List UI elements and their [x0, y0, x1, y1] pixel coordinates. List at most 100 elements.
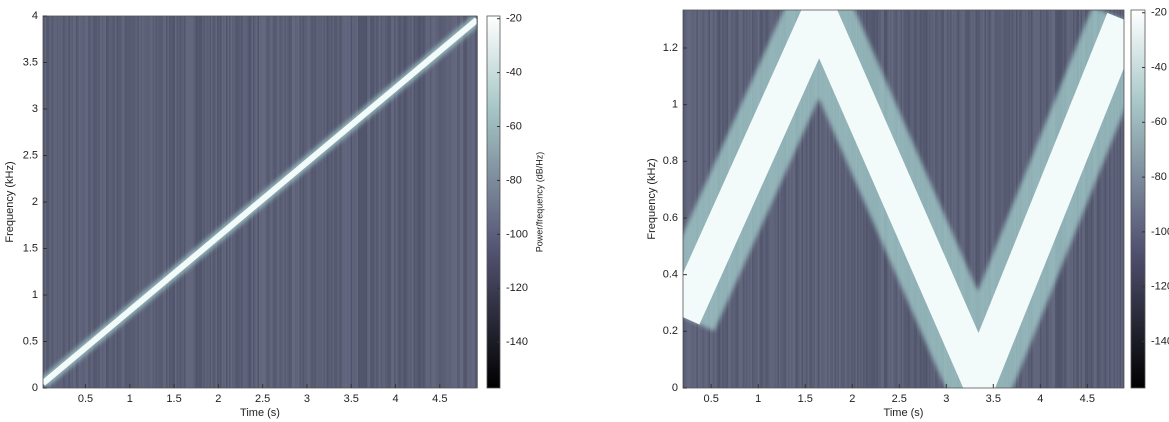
noise-stripe — [470, 16, 472, 388]
noise-stripe — [1005, 10, 1007, 388]
noise-stripe — [782, 10, 784, 388]
noise-stripe — [830, 10, 832, 388]
colorbar-tick-label: -80 — [1151, 171, 1167, 183]
noise-stripe — [684, 10, 686, 388]
noise-stripe — [229, 16, 231, 388]
noise-stripe — [430, 16, 432, 388]
noise-stripe — [71, 16, 73, 388]
noise-stripe — [316, 16, 318, 388]
noise-stripe — [789, 10, 791, 388]
noise-stripe — [314, 16, 316, 388]
noise-stripe — [334, 16, 336, 388]
noise-stripe — [277, 16, 279, 388]
noise-stripe — [415, 16, 417, 388]
noise-stripe — [340, 16, 342, 388]
noise-stripe — [95, 16, 97, 388]
noise-stripe — [412, 16, 414, 388]
noise-stripe — [94, 16, 96, 388]
noise-stripe — [1103, 10, 1105, 388]
noise-stripe — [776, 10, 778, 388]
noise-stripe — [157, 16, 159, 388]
noise-stripe — [1116, 10, 1118, 388]
noise-stripe — [112, 16, 114, 388]
noise-stripe — [185, 16, 187, 388]
noise-stripe — [816, 10, 818, 388]
noise-stripe — [1091, 10, 1093, 388]
noise-stripe — [974, 10, 976, 388]
noise-stripe — [854, 10, 856, 388]
noise-stripe — [696, 10, 698, 388]
noise-stripe — [232, 16, 234, 388]
noise-stripe — [804, 10, 806, 388]
noise-stripe — [1095, 10, 1097, 388]
noise-stripe — [214, 16, 216, 388]
noise-stripe — [475, 16, 477, 388]
noise-stripe — [235, 16, 237, 388]
noise-stripe — [169, 16, 171, 388]
noise-stripe — [319, 16, 321, 388]
noise-stripe — [454, 16, 456, 388]
noise-stripe — [184, 16, 186, 388]
noise-stripe — [972, 10, 974, 388]
noise-stripe — [397, 16, 399, 388]
noise-stripe — [1101, 10, 1103, 388]
noise-stripe — [409, 16, 411, 388]
noise-stripe — [245, 16, 247, 388]
x-tick-label: 2.5 — [892, 393, 907, 405]
noise-stripe — [224, 16, 226, 388]
x-tick-label: 1 — [755, 393, 761, 405]
plot-frame — [682, 9, 1125, 389]
noise-stripe — [845, 10, 847, 388]
noise-stripe — [61, 16, 63, 388]
noise-stripe — [269, 16, 271, 388]
noise-stripe — [821, 10, 823, 388]
noise-stripe — [806, 10, 808, 388]
noise-stripe — [1002, 10, 1004, 388]
noise-stripe — [202, 16, 204, 388]
noise-stripe — [68, 16, 70, 388]
noise-stripe — [1088, 10, 1090, 388]
noise-stripe — [425, 16, 427, 388]
noise-stripe — [352, 16, 354, 388]
noise-stripe — [103, 16, 105, 388]
noise-stripe — [939, 10, 941, 388]
noise-stripe — [317, 16, 319, 388]
noise-stripe — [301, 16, 303, 388]
noise-stripe — [241, 16, 243, 388]
noise-stripe — [248, 16, 250, 388]
noise-stripe — [188, 16, 190, 388]
x-tick-label: 1.5 — [798, 393, 813, 405]
y-tick-label: 3.5 — [23, 56, 38, 68]
noise-stripe — [942, 10, 944, 388]
noise-stripe — [448, 16, 450, 388]
noise-stripe — [410, 16, 412, 388]
noise-stripe — [469, 16, 471, 388]
noise-stripe — [308, 16, 310, 388]
noise-stripe — [451, 16, 453, 388]
noise-stripe — [208, 16, 210, 388]
noise-stripe — [295, 16, 297, 388]
noise-stripe — [1001, 10, 1003, 388]
noise-stripe — [175, 16, 177, 388]
noise-stripe — [455, 16, 457, 388]
noise-stripe — [272, 16, 274, 388]
noise-stripe — [302, 16, 304, 388]
colorbar-tick-label: -100 — [1151, 226, 1169, 238]
noise-stripe — [223, 16, 225, 388]
noise-stripe — [1007, 10, 1009, 388]
noise-stripe — [819, 10, 821, 388]
noise-stripe — [160, 16, 162, 388]
noise-stripe — [215, 16, 217, 388]
noise-stripe — [323, 16, 325, 388]
noise-stripe — [852, 10, 854, 388]
noise-stripe — [433, 16, 435, 388]
noise-stripe — [119, 16, 121, 388]
noise-stripe — [236, 16, 238, 388]
noise-stripe — [143, 16, 145, 388]
noise-stripe — [310, 16, 312, 388]
noise-stripe — [73, 16, 75, 388]
noise-stripe — [332, 16, 334, 388]
noise-stripe — [938, 10, 940, 388]
noise-stripe — [954, 10, 956, 388]
noise-stripe — [855, 10, 857, 388]
